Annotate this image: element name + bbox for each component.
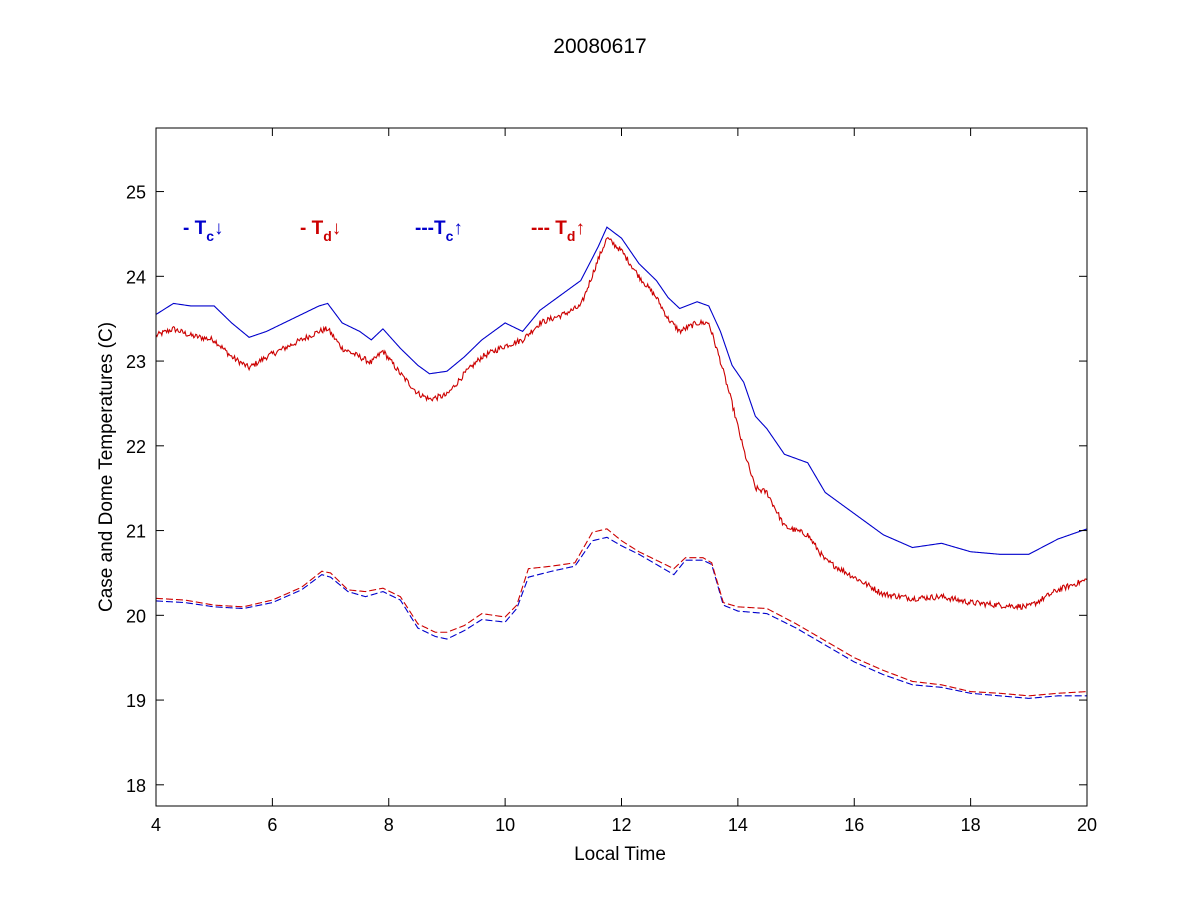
legend-entry-prefix: - T — [183, 218, 207, 239]
series-line-tc-up — [155, 536, 1087, 699]
x-tick-label: 6 — [267, 815, 277, 835]
legend-entry-prefix: - T — [300, 218, 324, 239]
x-tick-label: 18 — [961, 815, 981, 835]
series-line-tc-down — [155, 226, 1088, 555]
legend-entry-subscript: c — [206, 228, 214, 244]
chart-title: 20080617 — [553, 35, 646, 58]
x-tick-label: 20 — [1077, 815, 1097, 835]
series-line-td-up — [155, 528, 1088, 697]
axes-layer: 4 6 8 10 12 14 16 18 20 18 19 20 21 22 23 24 25 — [126, 127, 1097, 835]
y-tick-label: 20 — [126, 606, 146, 626]
y-tick-label: 19 — [126, 691, 146, 711]
legend-entry-arrow: ↑ — [575, 218, 585, 239]
y-tick-label: 22 — [126, 437, 146, 457]
legend-entry-subscript: d — [323, 228, 332, 244]
series-layer — [155, 226, 1088, 699]
legend-entry-subscript: c — [446, 228, 454, 244]
y-axis-label: Case and Dome Temperatures (C) — [96, 322, 117, 612]
x-tick-label: 8 — [384, 815, 394, 835]
y-tick-label: 25 — [126, 183, 146, 203]
x-tick-label: 12 — [611, 815, 631, 835]
legend-entry: ---Tc↑ — [415, 218, 463, 244]
x-tick-label: 16 — [844, 815, 864, 835]
legend-entry-arrow: ↓ — [332, 218, 342, 239]
y-tick-label: 24 — [126, 267, 146, 287]
legend: - Tc↓ - Td↓ ---Tc↑ --- Td↑ — [183, 218, 585, 244]
x-tick-label: 14 — [728, 815, 748, 835]
legend-entry-subscript: d — [567, 228, 576, 244]
y-tick-label: 23 — [126, 352, 146, 372]
legend-entry-prefix: ---T — [415, 218, 446, 239]
x-tick-label: 4 — [151, 815, 161, 835]
legend-entry-arrow: ↓ — [214, 218, 224, 239]
legend-entry-arrow: ↑ — [453, 218, 463, 239]
y-tick-label: 21 — [126, 522, 146, 542]
legend-entry: - Td↓ — [300, 218, 341, 244]
legend-entry: --- Td↑ — [531, 218, 585, 244]
y-tick-label: 18 — [126, 776, 146, 796]
legend-entry: - Tc↓ — [183, 218, 224, 244]
series-line-td-down — [155, 236, 1088, 611]
x-tick-label: 10 — [495, 815, 515, 835]
legend-entry-prefix: --- T — [531, 218, 567, 239]
x-axis-label: Local Time — [574, 844, 666, 865]
